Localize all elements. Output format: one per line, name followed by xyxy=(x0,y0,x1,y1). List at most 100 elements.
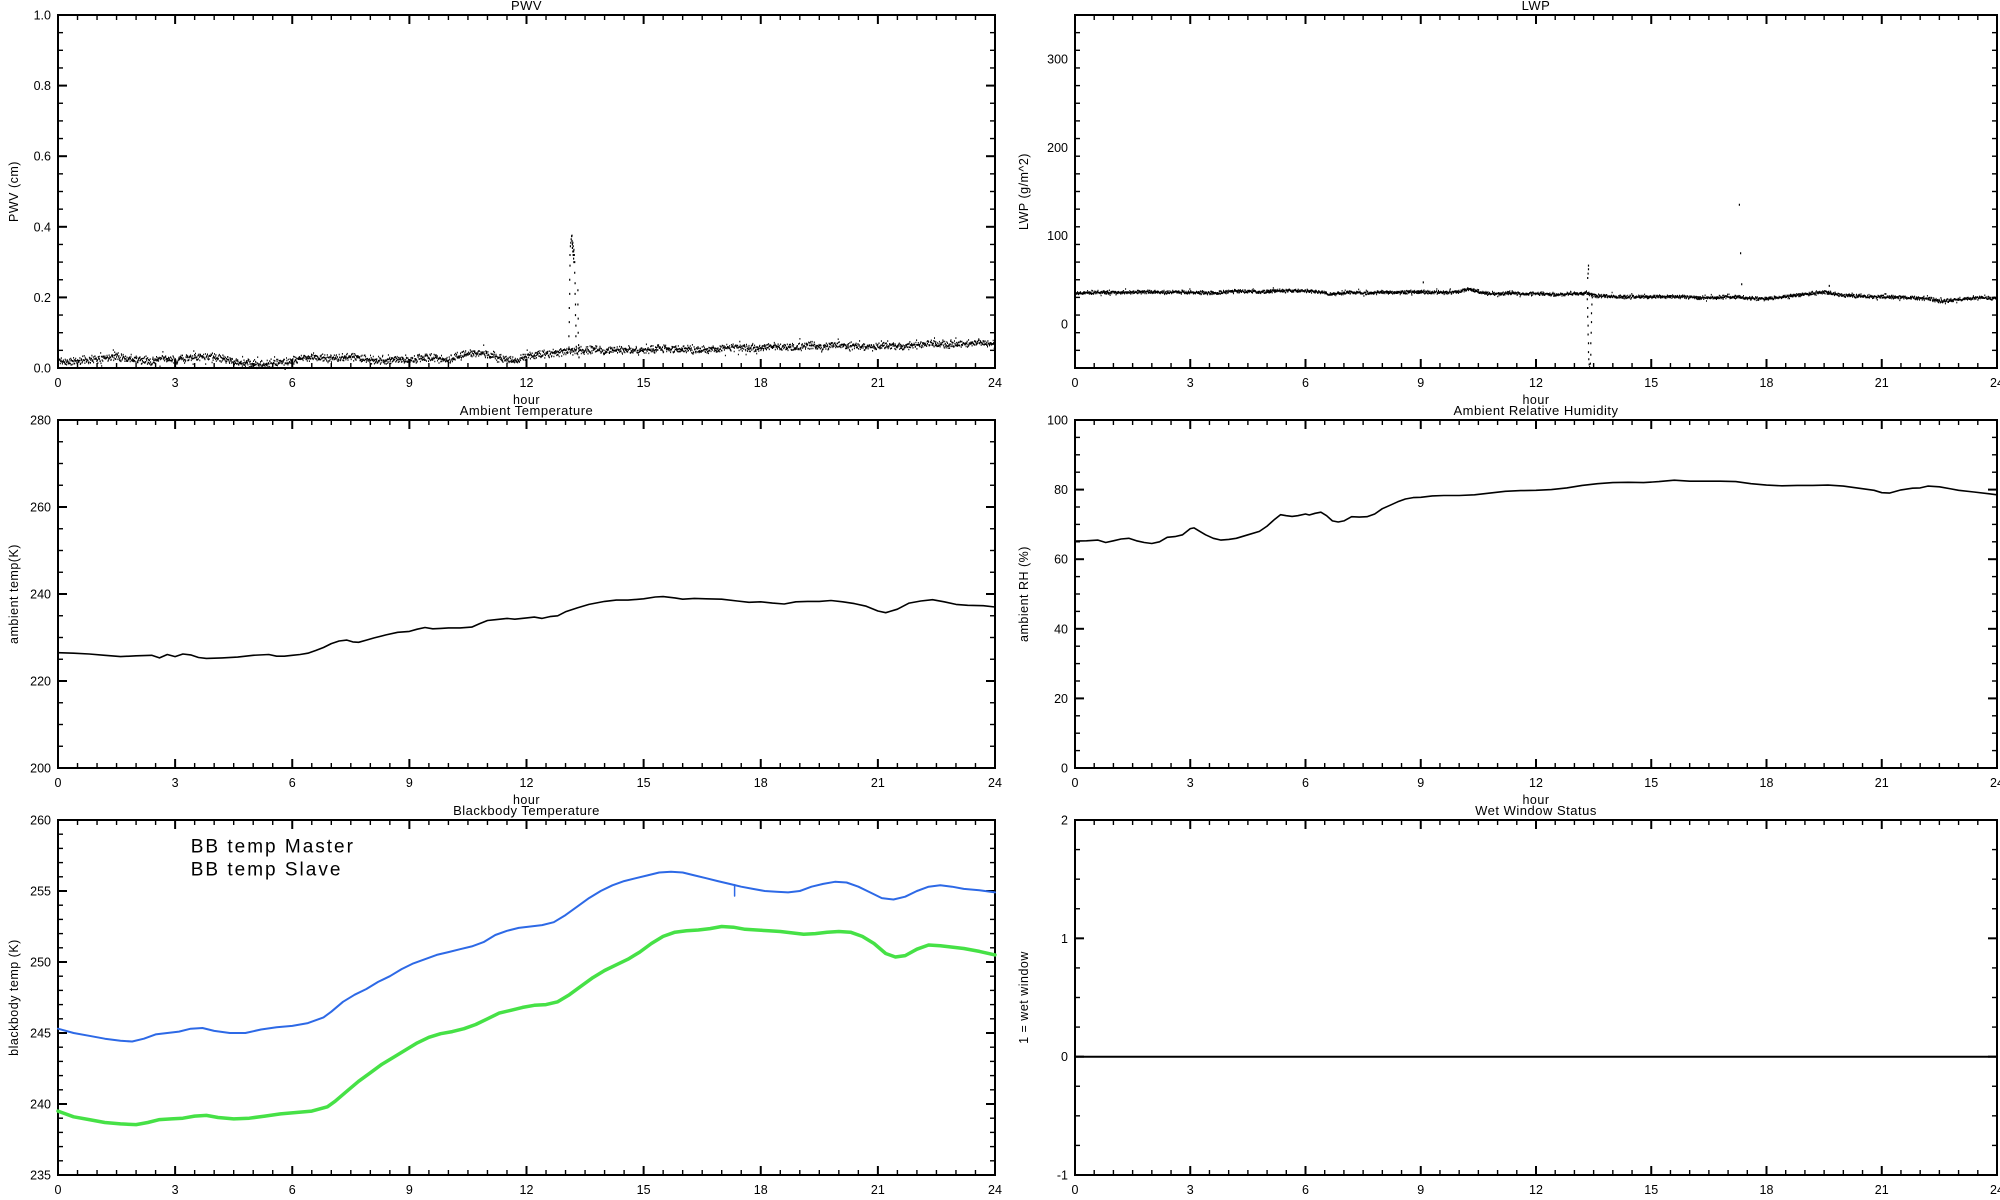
axis-box xyxy=(1074,419,1998,769)
y-tick-label: 0 xyxy=(1061,1050,1068,1064)
x-tick-label: 15 xyxy=(1644,1183,1658,1197)
x-tick-label: 18 xyxy=(754,376,768,390)
x-tick-label: 12 xyxy=(1529,376,1543,390)
x-tick-label: 21 xyxy=(871,376,885,390)
y-tick-label: -1 xyxy=(1057,1169,1068,1183)
x-axis-label: hour xyxy=(1522,393,1549,407)
chart-title: Wet Window Status xyxy=(1475,803,1597,818)
y-tick-label: 240 xyxy=(30,1098,51,1112)
x-tick-label: 0 xyxy=(55,776,62,790)
y-tick-label: 2 xyxy=(1061,814,1068,828)
axis-ticks xyxy=(1074,819,1998,1176)
y-tick-label: 1.0 xyxy=(34,9,51,23)
axis-box xyxy=(1074,819,1998,1176)
axis-box xyxy=(57,14,996,369)
x-tick-label: 12 xyxy=(520,1183,534,1197)
y-tick-label: 60 xyxy=(1054,553,1068,567)
x-tick-label: 12 xyxy=(1529,776,1543,790)
chart-title: Ambient Relative Humidity xyxy=(1454,403,1619,418)
y-tick-label: 240 xyxy=(30,588,51,602)
x-tick-label: 21 xyxy=(871,776,885,790)
x-tick-label: 9 xyxy=(1417,776,1424,790)
chart-blackbody-temperature: 0 3 6 9 12 15 18 21 24 235 240 245 250 255 260 Blackbod… xyxy=(7,803,1002,1197)
x-tick-label: 3 xyxy=(1187,376,1194,390)
y-tick-label: 260 xyxy=(30,501,51,515)
series-lwp-outliers xyxy=(1422,203,1830,287)
y-axis-label: PWV (cm) xyxy=(7,161,21,222)
chart-title: Blackbody Temperature xyxy=(453,803,600,818)
x-tick-label: 6 xyxy=(289,776,296,790)
x-tick-label: 0 xyxy=(1072,1183,1079,1197)
x-tick-label: 21 xyxy=(1875,776,1889,790)
x-tick-label: 3 xyxy=(172,376,179,390)
x-tick-label: 21 xyxy=(1875,1183,1889,1197)
y-axis-label: LWP (g/m^2) xyxy=(1017,153,1031,230)
x-tick-label: 0 xyxy=(55,376,62,390)
axis-box xyxy=(57,419,996,769)
x-tick-label: 9 xyxy=(1417,376,1424,390)
x-tick-label: 9 xyxy=(406,376,413,390)
series-bb-temp-slave xyxy=(56,924,997,1127)
x-tick-label: 9 xyxy=(406,776,413,790)
x-tick-label: 0 xyxy=(1072,776,1079,790)
x-tick-label: 24 xyxy=(1990,1183,2000,1197)
legend-bb-temp-slave: BB temp Slave xyxy=(191,859,343,880)
axis-box xyxy=(1074,14,1998,369)
y-tick-label: 255 xyxy=(30,885,51,899)
x-tick-label: 3 xyxy=(1187,1183,1194,1197)
x-tick-label: 24 xyxy=(1990,776,2000,790)
x-tick-label: 18 xyxy=(754,1183,768,1197)
y-axis-label: 1 = wet window xyxy=(1017,951,1031,1044)
series-lwp-baseline xyxy=(1075,287,1998,305)
x-tick-label: 18 xyxy=(1760,776,1774,790)
x-tick-label: 15 xyxy=(1644,776,1658,790)
x-axis-label: hour xyxy=(513,393,540,407)
x-tick-label: 15 xyxy=(637,1183,651,1197)
x-tick-label: 24 xyxy=(988,1183,1002,1197)
y-tick-label: 200 xyxy=(30,762,51,776)
y-axis-label: ambient RH (%) xyxy=(1017,546,1031,642)
x-tick-label: 12 xyxy=(520,376,534,390)
series-lwp-dropout xyxy=(1586,264,1593,369)
axis-ticks xyxy=(57,419,996,769)
x-tick-label: 9 xyxy=(1417,1183,1424,1197)
chart-title: Ambient Temperature xyxy=(460,403,594,418)
axis-ticks xyxy=(1074,14,1998,369)
legend-bb-temp-master: BB temp Master xyxy=(191,837,355,858)
x-axis-label: hour xyxy=(513,793,540,807)
y-tick-label: 20 xyxy=(1054,692,1068,706)
series-pwv-spike xyxy=(568,234,580,359)
chart-pwv: 0 3 6 9 12 15 18 21 24 0.0 0.2 0.4 0.6 0.8 1.0 PWV hour P… xyxy=(7,0,1002,407)
x-tick-label: 15 xyxy=(637,776,651,790)
series-ambient-rh xyxy=(1074,479,1998,545)
x-tick-label: 6 xyxy=(1302,376,1309,390)
x-tick-label: 6 xyxy=(289,376,296,390)
y-tick-label: 220 xyxy=(30,675,51,689)
chart-title: PWV xyxy=(511,0,542,13)
series-bb-temp-master xyxy=(57,870,996,1043)
x-tick-label: 12 xyxy=(1529,1183,1543,1197)
y-axis-label: ambient temp(K) xyxy=(7,544,21,644)
x-tick-label: 24 xyxy=(988,376,1002,390)
axis-ticks xyxy=(57,819,996,1176)
y-tick-label: 200 xyxy=(1047,141,1068,155)
x-tick-label: 15 xyxy=(1644,376,1658,390)
x-tick-label: 24 xyxy=(988,776,1002,790)
x-tick-label: 6 xyxy=(1302,776,1309,790)
x-tick-label: 18 xyxy=(754,776,768,790)
y-tick-label: 0.0 xyxy=(34,362,51,376)
y-tick-label: 40 xyxy=(1054,622,1068,636)
axis-ticks xyxy=(57,14,996,369)
x-tick-label: 3 xyxy=(1187,776,1194,790)
series-ambient-temp xyxy=(57,595,996,660)
y-tick-label: 80 xyxy=(1054,483,1068,497)
x-tick-label: 12 xyxy=(520,776,534,790)
series-pwv-baseline xyxy=(58,337,996,370)
chart-title: LWP xyxy=(1522,0,1551,13)
x-tick-label: 18 xyxy=(1760,1183,1774,1197)
y-tick-label: 0 xyxy=(1061,762,1068,776)
y-tick-label: 0.2 xyxy=(34,291,51,305)
x-tick-label: 3 xyxy=(172,1183,179,1197)
